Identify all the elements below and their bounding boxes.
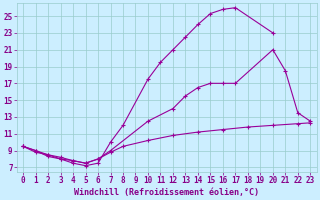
X-axis label: Windchill (Refroidissement éolien,°C): Windchill (Refroidissement éolien,°C) — [74, 188, 259, 197]
